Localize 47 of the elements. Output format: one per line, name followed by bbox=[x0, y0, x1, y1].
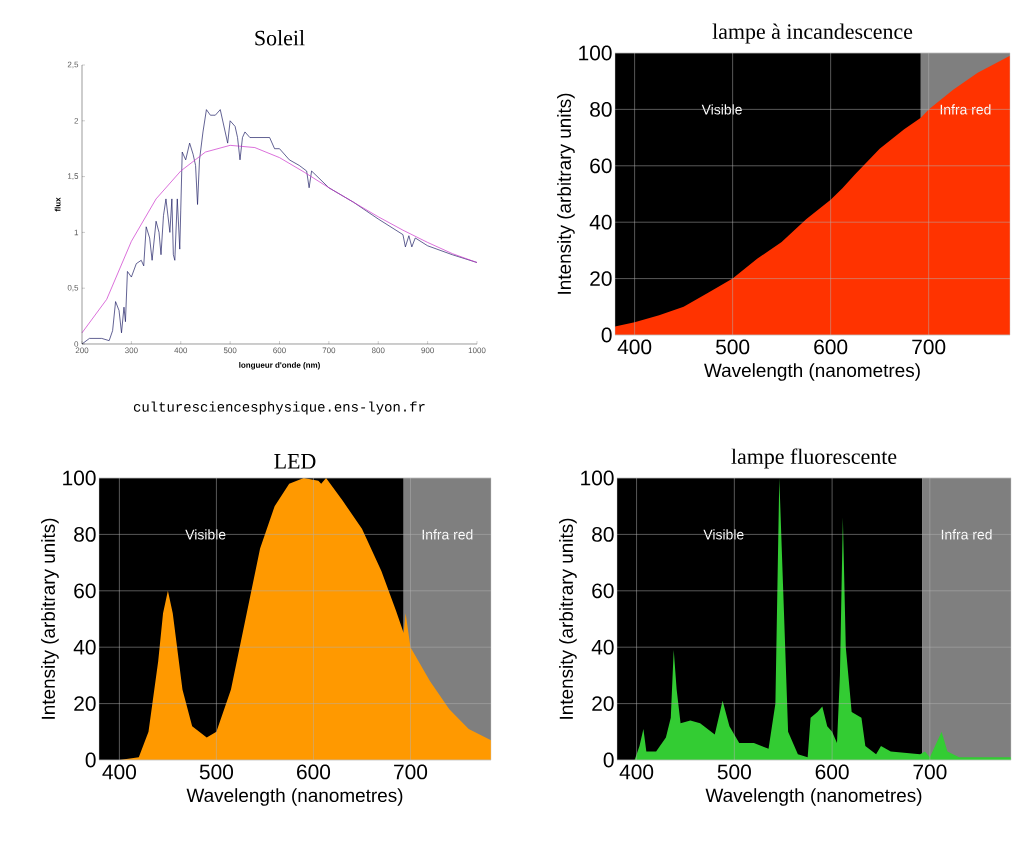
x-tick-label: 400 bbox=[617, 339, 652, 355]
band-label: Infra red bbox=[422, 529, 473, 540]
x-tick-label: 500 bbox=[716, 339, 750, 355]
x-tick-label: 700 bbox=[913, 764, 947, 780]
chart-title: lampe à incandescence bbox=[712, 23, 913, 44]
y-tick-label: 0 bbox=[603, 752, 614, 768]
y-axis-title: Intensity (arbitrary units) bbox=[559, 518, 577, 719]
y-tick-label: 60 bbox=[592, 583, 614, 599]
x-tick-label: 500 bbox=[199, 764, 234, 780]
y-tick-label: 0 bbox=[85, 752, 96, 768]
text: culturesciencesphysique.ens-lyon.fr bbox=[133, 401, 425, 415]
y-tick-label: 60 bbox=[74, 583, 96, 599]
x-axis-title: Wavelength (nanometres) bbox=[705, 788, 922, 806]
x-tick-label: 600 bbox=[815, 764, 849, 780]
x-tick-label: 600 bbox=[814, 339, 848, 355]
x-tick-label: 400 bbox=[619, 764, 654, 780]
y-tick-label: 20 bbox=[590, 271, 612, 286]
chart-title: Soleil bbox=[255, 30, 305, 46]
x-tick-label: 400 bbox=[102, 764, 136, 780]
y-tick-label: 0 bbox=[601, 327, 612, 343]
y-tick-label: 20 bbox=[592, 696, 614, 712]
band-label: Visible bbox=[701, 104, 742, 115]
x-tick-label: 600 bbox=[297, 764, 331, 780]
y-tick-label: 80 bbox=[590, 101, 612, 117]
y-tick-label: 40 bbox=[591, 639, 614, 655]
chart-title: LED bbox=[274, 454, 316, 469]
y-tick-label: 100 bbox=[63, 470, 96, 486]
band-label: Infra red bbox=[941, 529, 992, 540]
y-tick-label: 100 bbox=[579, 45, 612, 61]
x-tick-label: 700 bbox=[394, 764, 428, 780]
x-axis-title: Wavelength (nanometres) bbox=[704, 363, 920, 381]
band-label: Visible bbox=[703, 529, 744, 540]
y-axis-title: Intensity (arbitrary units) bbox=[41, 518, 59, 719]
x-tick-label: 700 bbox=[912, 339, 946, 355]
y-tick-label: 80 bbox=[592, 526, 614, 542]
x-axis-title: Wavelength (nanometres) bbox=[186, 788, 403, 806]
y-tick-label: 40 bbox=[73, 639, 96, 655]
chart-title: lampe fluorescente bbox=[731, 448, 897, 469]
band-label: Infra red bbox=[940, 104, 991, 115]
y-tick-label: 100 bbox=[581, 470, 614, 486]
y-axis-title: Intensity (arbitrary units) bbox=[557, 93, 575, 294]
x-tick-label: 500 bbox=[717, 764, 751, 780]
y-tick-label: 20 bbox=[74, 696, 96, 712]
y-tick-label: 60 bbox=[590, 158, 612, 174]
band-label: Visible bbox=[185, 529, 226, 540]
y-tick-label: 80 bbox=[74, 526, 96, 542]
y-tick-label: 40 bbox=[589, 214, 612, 230]
